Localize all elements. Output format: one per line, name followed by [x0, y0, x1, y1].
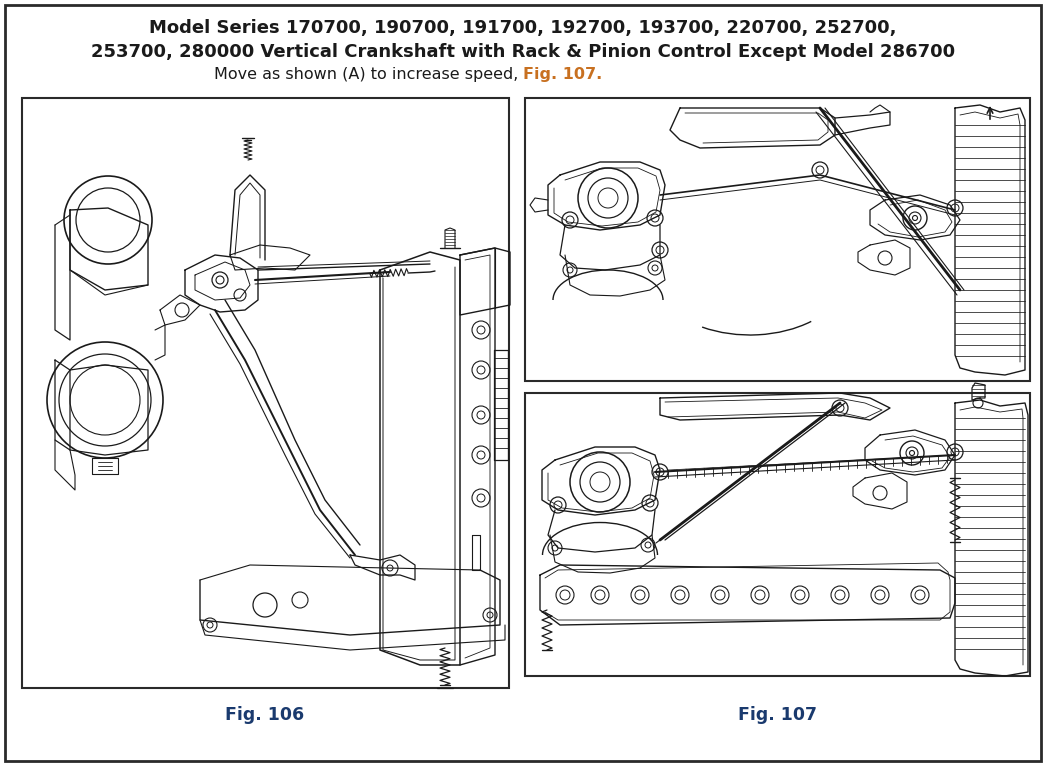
Text: Fig. 107.: Fig. 107. [523, 67, 602, 81]
Bar [22, 98, 509, 688]
Text: Fig. 106: Fig. 106 [226, 706, 304, 724]
Bar [525, 393, 1030, 676]
Bar [525, 98, 1030, 381]
Text: Fig. 107: Fig. 107 [737, 706, 817, 724]
Text: 253700, 280000 Vertical Crankshaft with Rack & Pinion Control Except Model 28670: 253700, 280000 Vertical Crankshaft with … [91, 43, 955, 61]
Text: Move as shown (A) to increase speed,: Move as shown (A) to increase speed, [213, 67, 523, 81]
Text: Model Series 170700, 190700, 191700, 192700, 193700, 220700, 252700,: Model Series 170700, 190700, 191700, 192… [150, 19, 896, 37]
